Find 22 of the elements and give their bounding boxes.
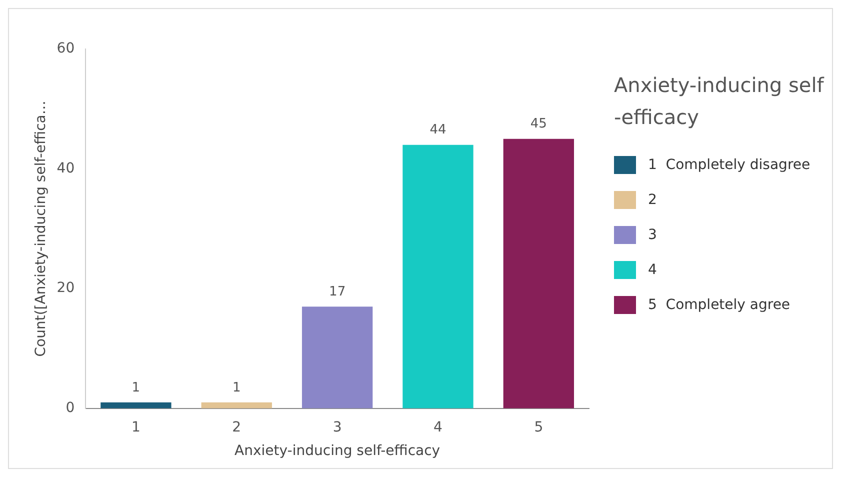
y-tick-label: 0	[66, 400, 75, 416]
legend-label: 4	[648, 262, 657, 278]
data-label: 17	[329, 284, 346, 300]
x-tick-label: 1	[131, 419, 140, 436]
x-tick-label: 4	[434, 419, 443, 436]
legend-label: 5 Completely agree	[648, 296, 790, 312]
data-label: 45	[530, 116, 547, 132]
data-label: 1	[132, 380, 140, 396]
x-tick-label: 2	[232, 419, 242, 436]
y-tick-label: 40	[56, 160, 75, 176]
x-tick-label: 3	[332, 419, 342, 436]
y-axis-title: Count([Anxiety-inducing self-effica…	[33, 100, 50, 357]
legend-label: 3	[648, 226, 657, 242]
data-label: 44	[430, 122, 446, 138]
data-label: 1	[232, 380, 241, 396]
y-tick-label: 20	[56, 280, 75, 296]
x-axis-title: Anxiety-inducing self-efficacy	[234, 443, 440, 460]
legend-label: 2	[648, 192, 657, 208]
x-tick-label: 5	[534, 419, 544, 436]
legend-title: Anxiety-inducing self -efficacy	[614, 72, 826, 131]
legend-label: 1 Completely disagree	[648, 156, 810, 172]
y-tick-label: 60	[56, 40, 75, 57]
